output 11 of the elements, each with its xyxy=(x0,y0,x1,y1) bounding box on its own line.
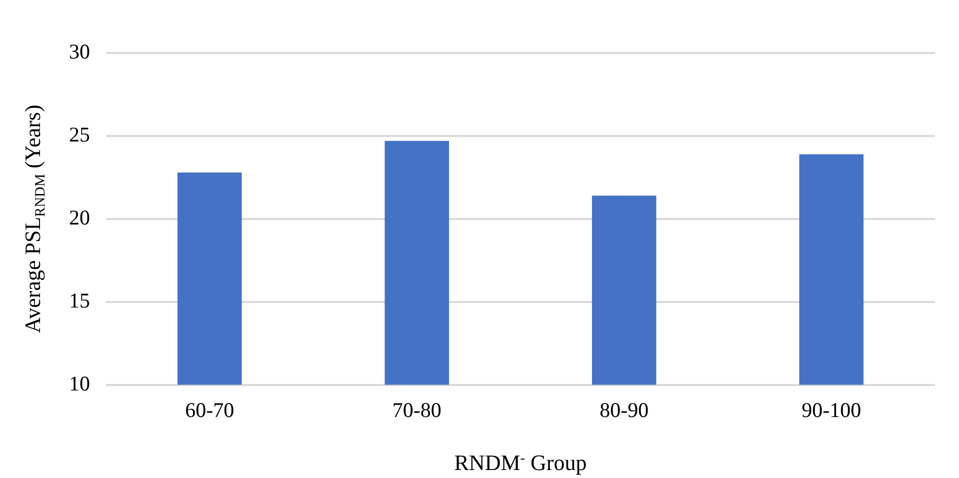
y-tick-label: 30 xyxy=(69,40,90,64)
x-tick-label: 80-90 xyxy=(600,398,649,422)
y-tick-label: 20 xyxy=(69,205,90,230)
x-tick-label: 70-80 xyxy=(392,398,442,422)
y-tick-label: 10 xyxy=(69,371,90,396)
x-tick-label: 60-70 xyxy=(185,398,234,422)
x-axis-title: RNDM- Group xyxy=(454,450,587,475)
y-tick-label: 25 xyxy=(69,122,90,146)
y-tick-label: 15 xyxy=(69,288,90,312)
x-tick-label: 90-100 xyxy=(802,398,862,422)
y-axis-title: Average PSLRNDM (Years) xyxy=(20,104,48,334)
